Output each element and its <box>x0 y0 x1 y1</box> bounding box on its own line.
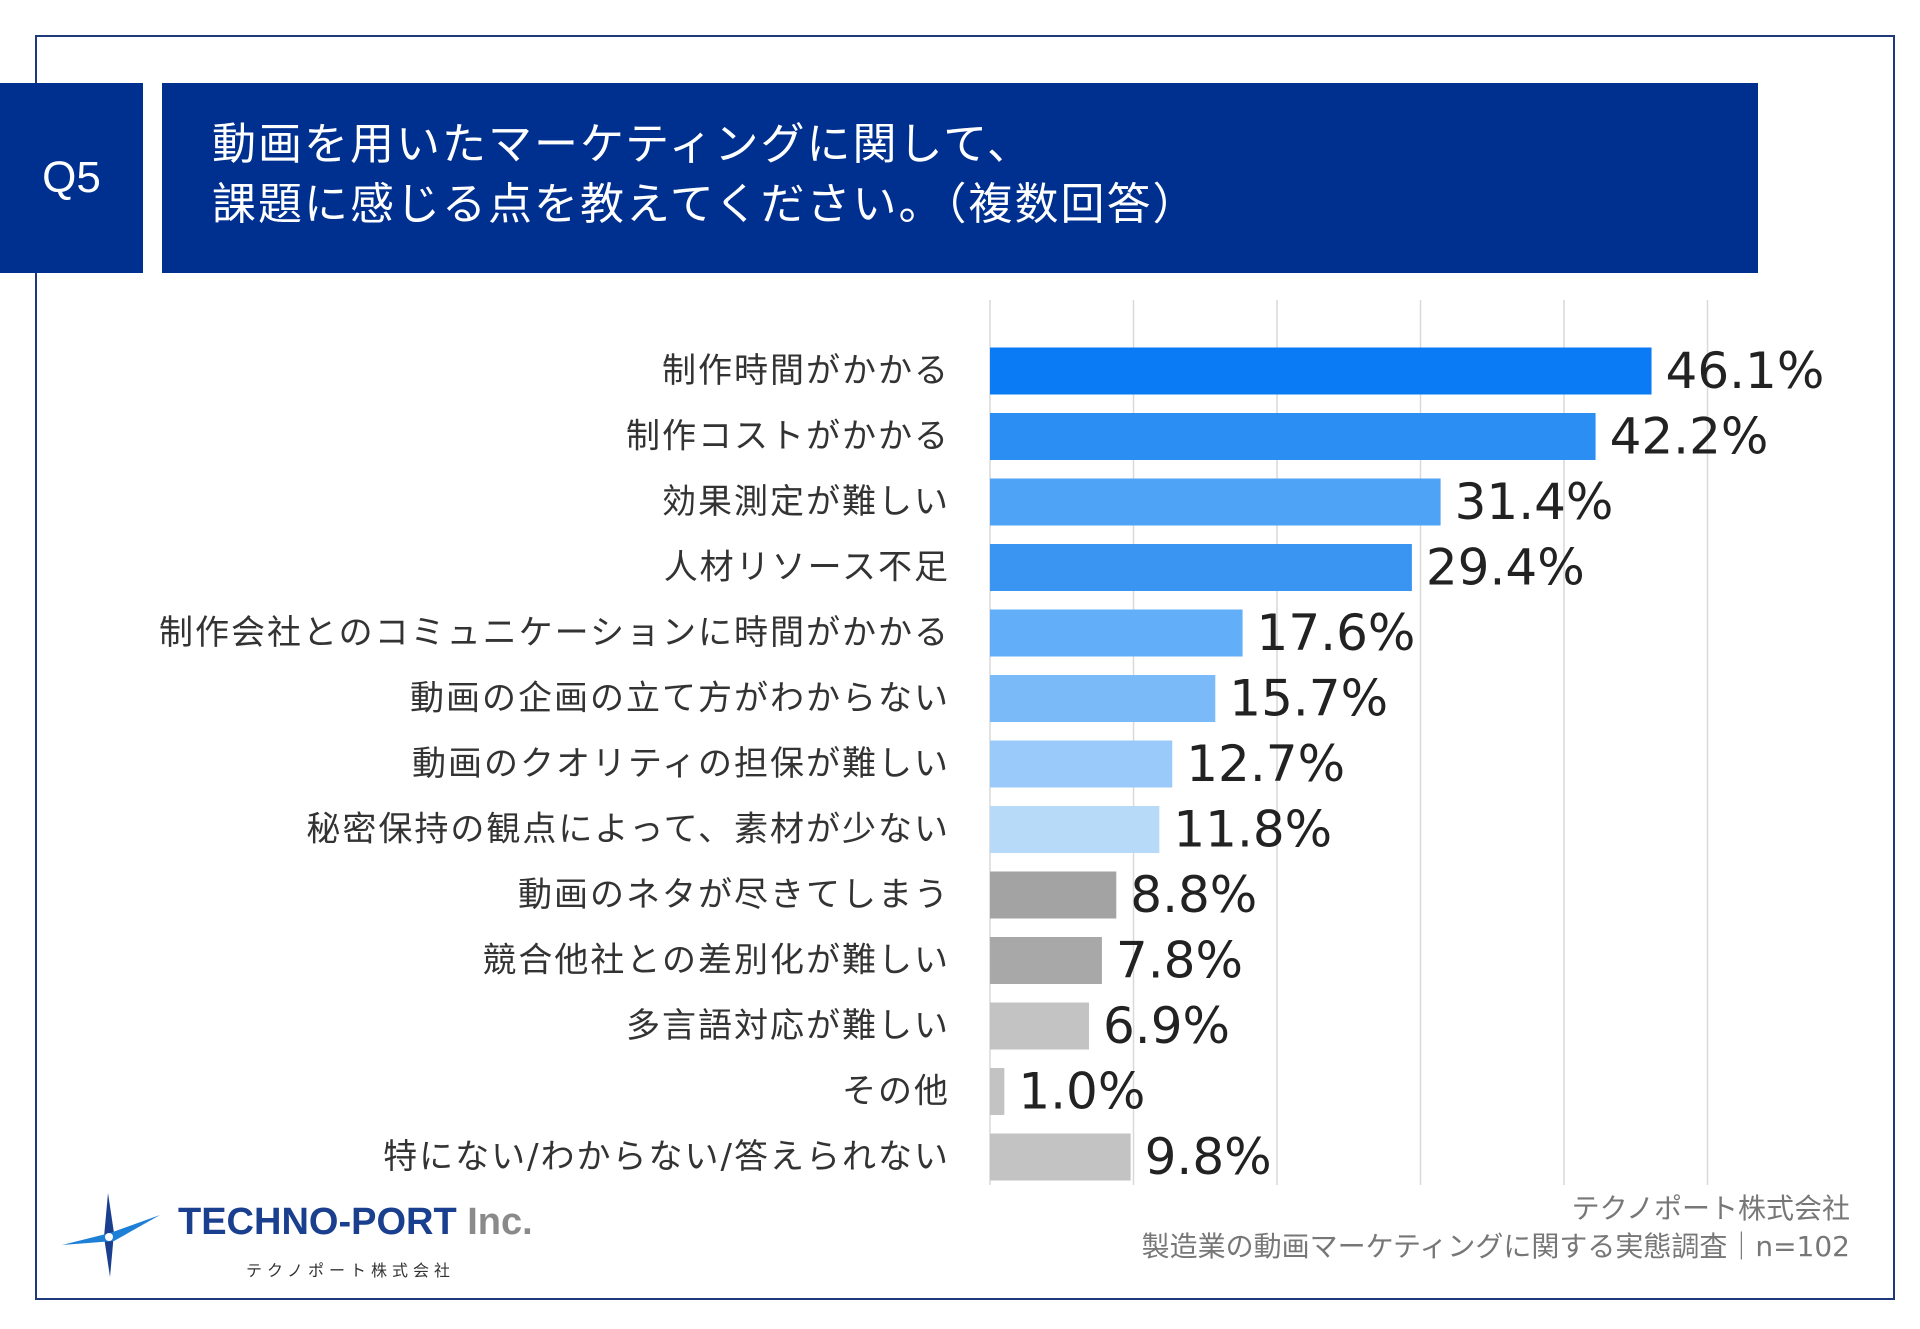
bar-9 <box>990 937 1102 984</box>
category-label-7: 秘密保持の観点によって、素材が少ない <box>306 810 950 850</box>
company-logo: TECHNO-PORT Inc. テクノポート株式会社 <box>60 1185 533 1285</box>
bar-4 <box>990 609 1243 657</box>
value-label-12: 9.8% <box>1145 1128 1272 1186</box>
bar-12 <box>990 1133 1131 1181</box>
value-label-6: 12.7% <box>1186 735 1345 793</box>
category-label-4: 制作会社とのコミュニケーションに時間がかかる <box>159 613 950 653</box>
footer-source: テクノポート株式会社 製造業の動画マーケティングに関する実態調査｜n=102 <box>1142 1190 1850 1266</box>
category-label-9: 競合他社との差別化が難しい <box>482 941 950 981</box>
question-title-line1: 動画を用いたマーケティングに関して、 <box>212 119 1033 170</box>
category-label-12: 特にない/わからない/答えられない <box>383 1137 950 1177</box>
value-label-4: 17.6% <box>1257 604 1416 662</box>
bar-5 <box>990 675 1216 722</box>
category-label-8: 動画のネタが尽きてしまう <box>518 875 950 915</box>
category-label-10: 多言語対応が難しい <box>626 1006 950 1046</box>
value-label-5: 15.7% <box>1229 670 1388 728</box>
category-label-5: 動画の企画の立て方がわからない <box>410 679 950 719</box>
category-label-2: 効果測定が難しい <box>662 482 950 522</box>
value-label-10: 6.9% <box>1103 997 1230 1055</box>
footer-survey: 製造業の動画マーケティングに関する実態調査｜n=102 <box>1141 1230 1850 1263</box>
question-label: Q5 <box>42 153 101 202</box>
question-title-line2: 課題に感じる点を教えてください。（複数回答） <box>212 179 1199 230</box>
category-label-11: その他 <box>842 1072 950 1112</box>
bar-11 <box>990 1068 1005 1115</box>
footer-company: テクノポート株式会社 <box>1571 1192 1850 1225</box>
value-label-9: 7.8% <box>1116 932 1243 990</box>
category-label-1: 制作コストがかかる <box>626 417 950 457</box>
question-title: 動画を用いたマーケティングに関して、 課題に感じる点を教えてください。（複数回答… <box>162 83 1758 273</box>
value-label-2: 31.4% <box>1455 473 1614 531</box>
bar-8 <box>990 871 1117 919</box>
value-label-7: 11.8% <box>1173 801 1332 859</box>
value-label-3: 29.4% <box>1426 539 1585 597</box>
bar-10 <box>990 1002 1090 1050</box>
chart-frame <box>35 35 1895 1300</box>
question-badge: Q5 <box>0 83 143 273</box>
bar-6 <box>990 740 1173 788</box>
logo-wordmark: TECHNO-PORT Inc. <box>178 1201 533 1243</box>
bar-1 <box>990 413 1596 460</box>
value-label-8: 8.8% <box>1130 866 1257 924</box>
bar-3 <box>990 544 1412 591</box>
value-label-11: 1.0% <box>1018 1063 1145 1121</box>
category-label-3: 人材リソース不足 <box>664 548 950 588</box>
compass-star-icon <box>62 1193 160 1277</box>
bar-2 <box>990 478 1441 526</box>
logo-subtitle: テクノポート株式会社 <box>246 1261 456 1280</box>
value-label-1: 42.2% <box>1610 408 1769 466</box>
bar-7 <box>990 806 1160 853</box>
category-label-6: 動画のクオリティの担保が難しい <box>412 744 950 784</box>
bar-0 <box>990 347 1652 395</box>
category-label-0: 制作時間がかかる <box>662 351 950 391</box>
value-label-0: 46.1% <box>1666 342 1825 400</box>
